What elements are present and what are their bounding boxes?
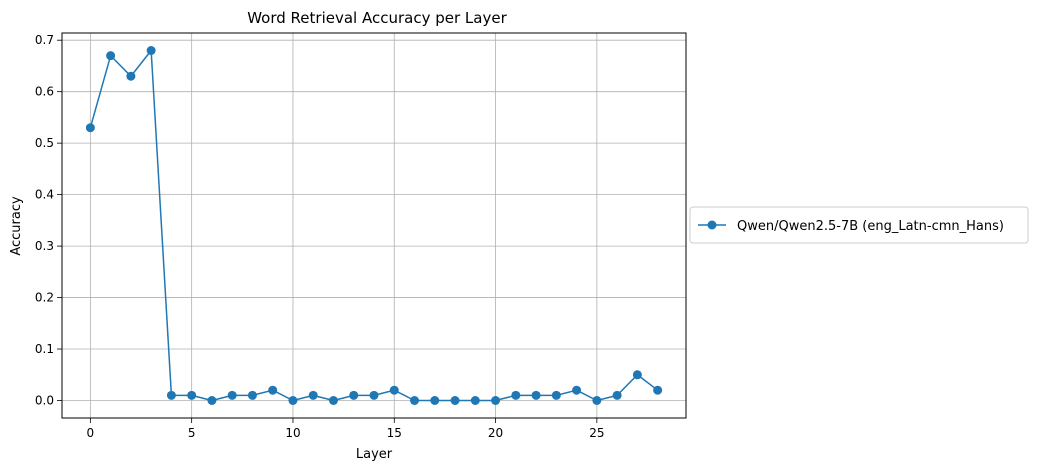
axis-ticks: 0 5 10 15 20 25 0.0 0.1 0.2 0.3 0.4 0.5 0.6 0.7	[35, 33, 605, 440]
data-point-layer-2	[126, 71, 136, 81]
y-tick-label: 0.3	[35, 239, 54, 253]
data-point-layer-22	[531, 390, 541, 400]
y-tick-label: 0.2	[35, 291, 54, 305]
data-point-layer-4	[166, 390, 176, 400]
data-point-layer-23	[551, 390, 561, 400]
data-point-layer-8	[247, 390, 257, 400]
legend-marker	[707, 220, 717, 230]
y-tick-label: 0.0	[35, 394, 54, 408]
data-point-layer-25	[592, 396, 602, 405]
data-point-layer-20	[491, 396, 501, 405]
data-point-layer-3	[146, 46, 156, 55]
data-point-layer-19	[470, 396, 480, 405]
data-point-layer-26	[612, 390, 622, 400]
data-point-layer-17	[430, 396, 440, 405]
data-point-layer-12	[328, 396, 338, 405]
data-point-layer-27	[632, 370, 642, 380]
data-point-layer-10	[288, 396, 298, 405]
y-tick-label: 0.7	[35, 33, 54, 47]
legend-box	[689, 206, 1029, 244]
data-point-layer-1	[106, 51, 116, 61]
x-tick-label: 25	[589, 426, 604, 440]
y-tick-label: 0.5	[35, 136, 54, 150]
x-axis-label: Layer	[356, 447, 393, 462]
data-point-layer-15	[389, 385, 399, 395]
data-point-layer-18	[450, 396, 460, 405]
chart-title: Word Retrieval Accuracy per Layer	[247, 9, 507, 27]
y-tick-label: 0.6	[35, 85, 54, 99]
x-tick-label: 0	[87, 426, 95, 440]
y-axis-label: Accuracy	[9, 196, 24, 256]
data-point-layer-6	[207, 396, 217, 405]
data-point-layer-16	[410, 396, 420, 405]
data-point-layer-24	[572, 385, 582, 395]
data-point-layer-14	[369, 390, 379, 400]
legend: Qwen/Qwen2.5-7B (eng_Latn-cmn_Hans)	[689, 206, 1029, 244]
plot-frame	[61, 32, 687, 419]
data-point-layer-28	[653, 385, 663, 395]
data-point-layer-21	[511, 390, 521, 400]
x-tick-label: 10	[285, 426, 300, 440]
data-point-layer-11	[308, 390, 318, 400]
data-series	[85, 46, 663, 405]
y-tick-label: 0.4	[35, 188, 54, 202]
x-tick-label: 15	[387, 426, 402, 440]
data-point-layer-9	[268, 385, 278, 395]
x-tick-label: 20	[488, 426, 503, 440]
data-point-layer-0	[85, 123, 95, 133]
data-point-layer-13	[349, 390, 359, 400]
data-point-layer-5	[187, 390, 197, 400]
legend-label: Qwen/Qwen2.5-7B (eng_Latn-cmn_Hans)	[737, 219, 1004, 234]
y-tick-label: 0.1	[35, 342, 54, 356]
data-point-layer-7	[227, 390, 237, 400]
x-tick-label: 5	[188, 426, 196, 440]
